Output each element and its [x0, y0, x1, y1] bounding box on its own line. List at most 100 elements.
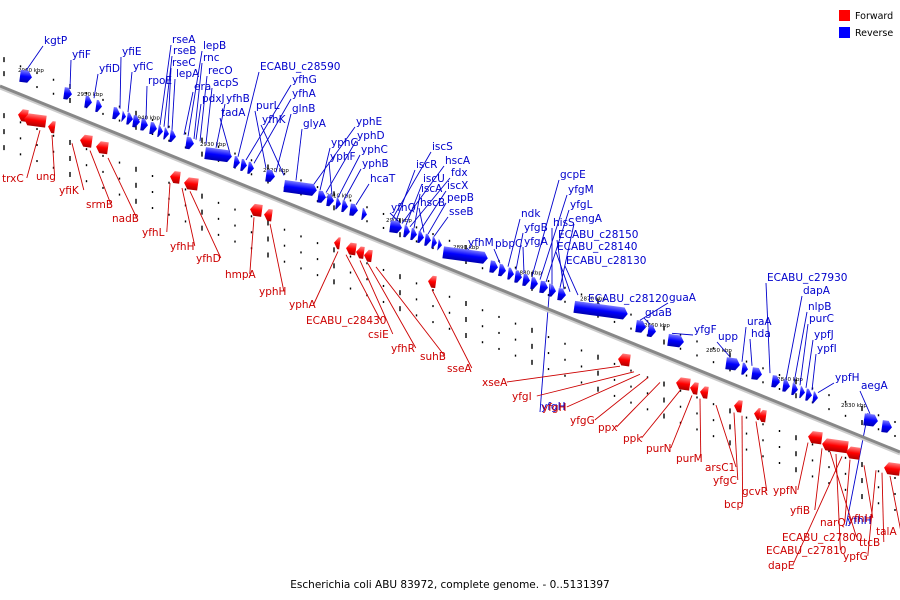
forward-gene-leader — [375, 266, 446, 357]
reverse-gene-leader — [328, 161, 333, 196]
reverse-gene-arrow — [530, 276, 538, 290]
forward-gene-leader — [506, 365, 621, 383]
forward-gene-leader — [829, 451, 857, 538]
forward-gene-label: narQ — [820, 517, 846, 529]
reverse-gene-leader — [145, 85, 148, 120]
reverse-gene-arrow — [424, 233, 431, 246]
forward-gene-leader — [359, 260, 394, 335]
forward-gene-arrow — [700, 386, 709, 399]
reverse-gene-label: yfgH — [541, 401, 565, 413]
reverse-gene-arrow — [489, 260, 498, 273]
reverse-gene-leader — [391, 151, 432, 220]
forward-gene-arrow — [884, 462, 900, 476]
forward-gene-label: yfhR — [391, 343, 415, 355]
kbp-tick-label: 2930 kbp — [200, 142, 226, 148]
forward-gene-arrow — [80, 134, 93, 148]
reverse-gene-label: yfhM — [468, 237, 494, 249]
forward-gene-label: yfhH — [170, 241, 194, 253]
forward-gene-label: talA — [876, 526, 897, 538]
reverse-gene-leader — [409, 177, 451, 228]
reverse-gene-arrow — [403, 225, 410, 238]
genome-backbone — [0, 84, 900, 456]
reverse-gene-leader — [319, 147, 331, 191]
forward-gene-label: yfgG — [570, 415, 595, 427]
forward-gene-leader — [536, 371, 635, 397]
reverse-gene-label: recO — [208, 65, 233, 77]
legend-reverse-swatch — [839, 27, 850, 38]
forward-gene-arrow — [808, 431, 823, 445]
reverse-gene-label: yfgB — [524, 222, 548, 234]
forward-gene-label: yfiK — [59, 185, 80, 197]
reverse-gene-label: yfiF — [72, 49, 91, 61]
forward-gene-leader — [71, 143, 85, 191]
reverse-gene-label: acpS — [213, 77, 239, 89]
forward-gene-label: yfgC — [713, 475, 737, 487]
forward-gene-arrow — [758, 409, 767, 423]
reverse-gene-label: dapA — [803, 285, 831, 297]
reverse-gene-label: ndk — [521, 208, 541, 220]
reverse-gene-leader — [167, 67, 172, 129]
reverse-gene-leader — [765, 282, 771, 374]
reverse-gene-leader — [564, 265, 579, 296]
reverse-gene-leader — [395, 169, 416, 222]
reverse-gene-arrow — [63, 87, 72, 100]
forward-gene-arrow — [734, 400, 743, 413]
reverse-gene-label: ypfH — [835, 372, 859, 384]
forward-gene-label: bcp — [724, 499, 743, 511]
reverse-gene-label: pepB — [447, 192, 474, 204]
reverse-gene-label: yphC — [361, 144, 388, 156]
reverse-gene-leader — [193, 62, 203, 139]
reverse-gene-label: iscX — [447, 180, 468, 192]
reverse-gene-arrow — [140, 118, 148, 131]
reverse-gene-leader — [199, 75, 208, 142]
reverse-gene-leader — [311, 126, 356, 188]
forward-gene-leader — [814, 448, 823, 511]
forward-gene-label: ypfG — [843, 551, 868, 563]
reverse-gene-arrow — [498, 263, 506, 277]
reverse-gene-arrow — [771, 375, 780, 388]
reverse-gene-leader — [741, 326, 747, 362]
forward-gene-label: purN — [646, 443, 672, 455]
reverse-gene-leader — [639, 302, 669, 321]
reverse-gene-leader — [515, 232, 524, 270]
forward-gene-leader — [844, 459, 851, 523]
reverse-gene-arrow — [557, 288, 566, 301]
forward-gene-label: arsC1 — [705, 462, 735, 474]
forward-gene-leader — [670, 395, 693, 449]
reverse-gene-arrow — [417, 230, 424, 244]
reverse-gene-arrow — [389, 220, 402, 234]
reverse-gene-label: hscB — [420, 197, 445, 209]
forward-gene-arrow — [356, 246, 365, 259]
reverse-gene-arrow — [126, 112, 133, 125]
reverse-gene-label: yphE — [356, 116, 382, 128]
reverse-gene-label: yfhB — [226, 93, 250, 105]
forward-gene-arrow — [48, 121, 56, 134]
reverse-gene-leader — [522, 246, 525, 274]
reverse-gene-arrow — [437, 238, 442, 251]
forward-gene-label: ECABU_c28430 — [306, 315, 386, 327]
reverse-gene-label: pdxJ — [202, 93, 225, 105]
reverse-gene-leader — [793, 311, 808, 383]
reverse-gene-label: gcpE — [560, 169, 586, 181]
reverse-gene-leader — [405, 183, 423, 226]
reverse-gene-leader — [219, 117, 231, 154]
forward-gene-leader — [715, 405, 737, 468]
reverse-gene-label: yfgF — [694, 324, 717, 336]
forward-gene-leader — [641, 390, 681, 439]
forward-gene-label: hmpA — [225, 269, 257, 281]
reverse-gene-leader — [419, 190, 447, 232]
forward-gene-leader — [835, 453, 841, 551]
reverse-gene-label: iscR — [416, 159, 437, 171]
reverse-gene-arrow — [881, 420, 892, 433]
reverse-gene-leader — [245, 84, 292, 161]
reverse-gene-arrow — [410, 228, 417, 241]
forward-gene-label: xseA — [482, 377, 508, 389]
reverse-gene-arrow — [741, 362, 748, 375]
reverse-gene-leader — [187, 50, 203, 137]
forward-gene-leader — [867, 470, 877, 557]
reverse-gene-leader — [671, 332, 694, 336]
reverse-gene-leader — [159, 44, 172, 126]
reverse-gene-leader — [433, 216, 449, 237]
